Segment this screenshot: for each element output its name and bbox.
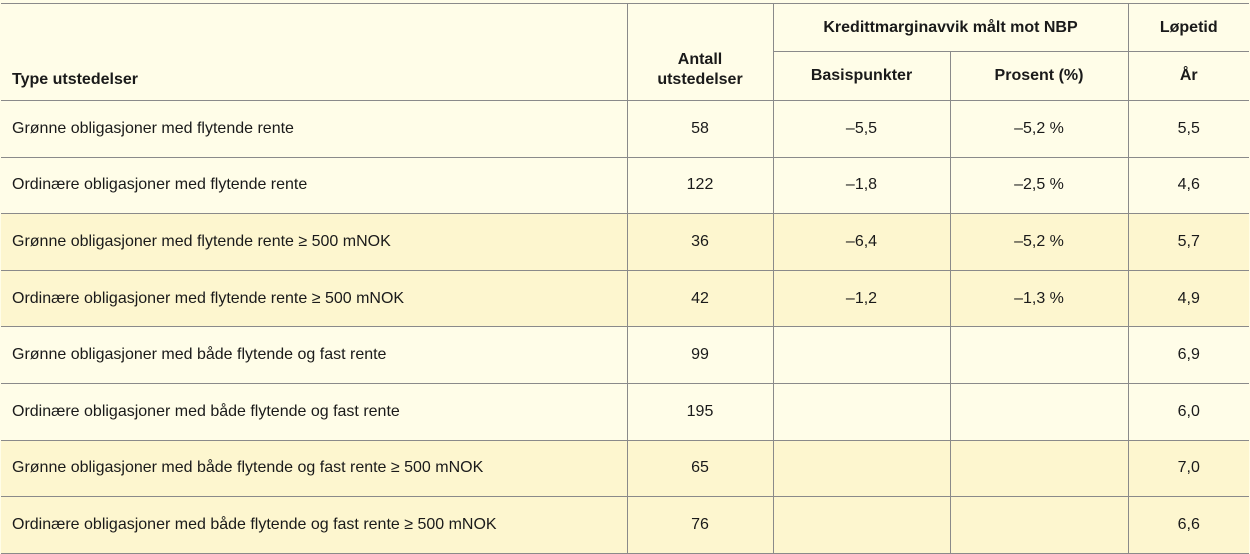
row-type-cell: Grønne obligasjoner med både flytende og… [1, 326, 628, 384]
bond-comparison-table: Type utstedelser Antall utstedelser Kred… [1, 3, 1249, 554]
table-row: Grønne obligasjoner med flytende rente 58… [1, 100, 1249, 158]
basis-points-header: Basispunkter [772, 51, 951, 101]
row-percent-cell: –5,2 % [949, 100, 1129, 158]
row-percent-cell: –2,5 % [949, 156, 1129, 215]
header-row-1: Type utstedelser Antall utstedelser Kred… [1, 3, 1249, 101]
row-maturity-cell: 5,5 [1127, 100, 1249, 158]
row-basis-points-cell: –6,4 [772, 213, 951, 271]
table-header: Type utstedelser Antall utstedelser Kred… [1, 3, 1249, 101]
header-row-2: Basispunkter Prosent (%) År [1, 51, 1249, 101]
row-maturity-cell: 7,0 [1127, 439, 1249, 498]
count-header-line1: Antall [677, 51, 723, 68]
spread-group-header: Kredittmarginavvik målt mot NBP [772, 3, 1129, 52]
table-row: Ordinære obligasjoner med flytende rente… [1, 156, 1249, 215]
table-row: Grønne obligasjoner med både flytende og… [1, 326, 1249, 384]
table-row: Grønne obligasjoner med flytende rente ≥… [1, 213, 1249, 271]
table-row: Ordinære obligasjoner med både flytende … [1, 496, 1249, 554]
row-basis-points-cell [772, 382, 951, 441]
row-maturity-cell: 4,6 [1127, 156, 1249, 215]
row-count-cell: 42 [626, 269, 774, 328]
maturity-group-header: Løpetid [1127, 3, 1249, 52]
row-type-cell: Ordinære obligasjoner med både flytende … [1, 382, 628, 441]
table-row: Ordinære obligasjoner med flytende rente… [1, 269, 1249, 328]
row-type-cell: Ordinære obligasjoner med flytende rente… [1, 269, 628, 328]
table-row: Grønne obligasjoner med både flytende og… [1, 439, 1249, 498]
row-count-cell: 36 [626, 213, 774, 271]
row-count-cell: 195 [626, 382, 774, 441]
row-type-cell: Ordinære obligasjoner med flytende rente [1, 156, 628, 215]
row-percent-cell: –5,2 % [949, 213, 1129, 271]
row-count-cell: 58 [626, 100, 774, 158]
type-column-header: Type utstedelser [1, 3, 628, 101]
percent-header: Prosent (%) [949, 51, 1129, 101]
row-count-cell: 76 [626, 496, 774, 554]
row-count-cell: 65 [626, 439, 774, 498]
row-maturity-cell: 4,9 [1127, 269, 1249, 328]
row-type-cell: Grønne obligasjoner med både flytende og… [1, 439, 628, 498]
row-basis-points-cell [772, 496, 951, 554]
row-basis-points-cell: –1,2 [772, 269, 951, 328]
row-basis-points-cell [772, 439, 951, 498]
count-column-header: Antall utstedelser [626, 3, 774, 101]
row-type-cell: Grønne obligasjoner med flytende rente [1, 100, 628, 158]
table-body: Grønne obligasjoner med flytende rente 58… [1, 100, 1249, 554]
row-basis-points-cell [772, 326, 951, 384]
row-maturity-cell: 6,6 [1127, 496, 1249, 554]
row-percent-cell [949, 326, 1129, 384]
row-maturity-cell: 5,7 [1127, 213, 1249, 271]
row-count-cell: 122 [626, 156, 774, 215]
row-basis-points-cell: –1,8 [772, 156, 951, 215]
row-maturity-cell: 6,9 [1127, 326, 1249, 384]
row-percent-cell [949, 439, 1129, 498]
row-percent-cell [949, 496, 1129, 554]
row-percent-cell [949, 382, 1129, 441]
table-row: Ordinære obligasjoner med både flytende … [1, 382, 1249, 441]
row-type-cell: Ordinære obligasjoner med både flytende … [1, 496, 628, 554]
row-basis-points-cell: –5,5 [772, 100, 951, 158]
row-count-cell: 99 [626, 326, 774, 384]
row-type-cell: Grønne obligasjoner med flytende rente ≥… [1, 213, 628, 271]
row-maturity-cell: 6,0 [1127, 382, 1249, 441]
maturity-unit-header: År [1127, 51, 1249, 101]
count-header-line2: utstedelser [657, 71, 743, 88]
row-percent-cell: –1,3 % [949, 269, 1129, 328]
